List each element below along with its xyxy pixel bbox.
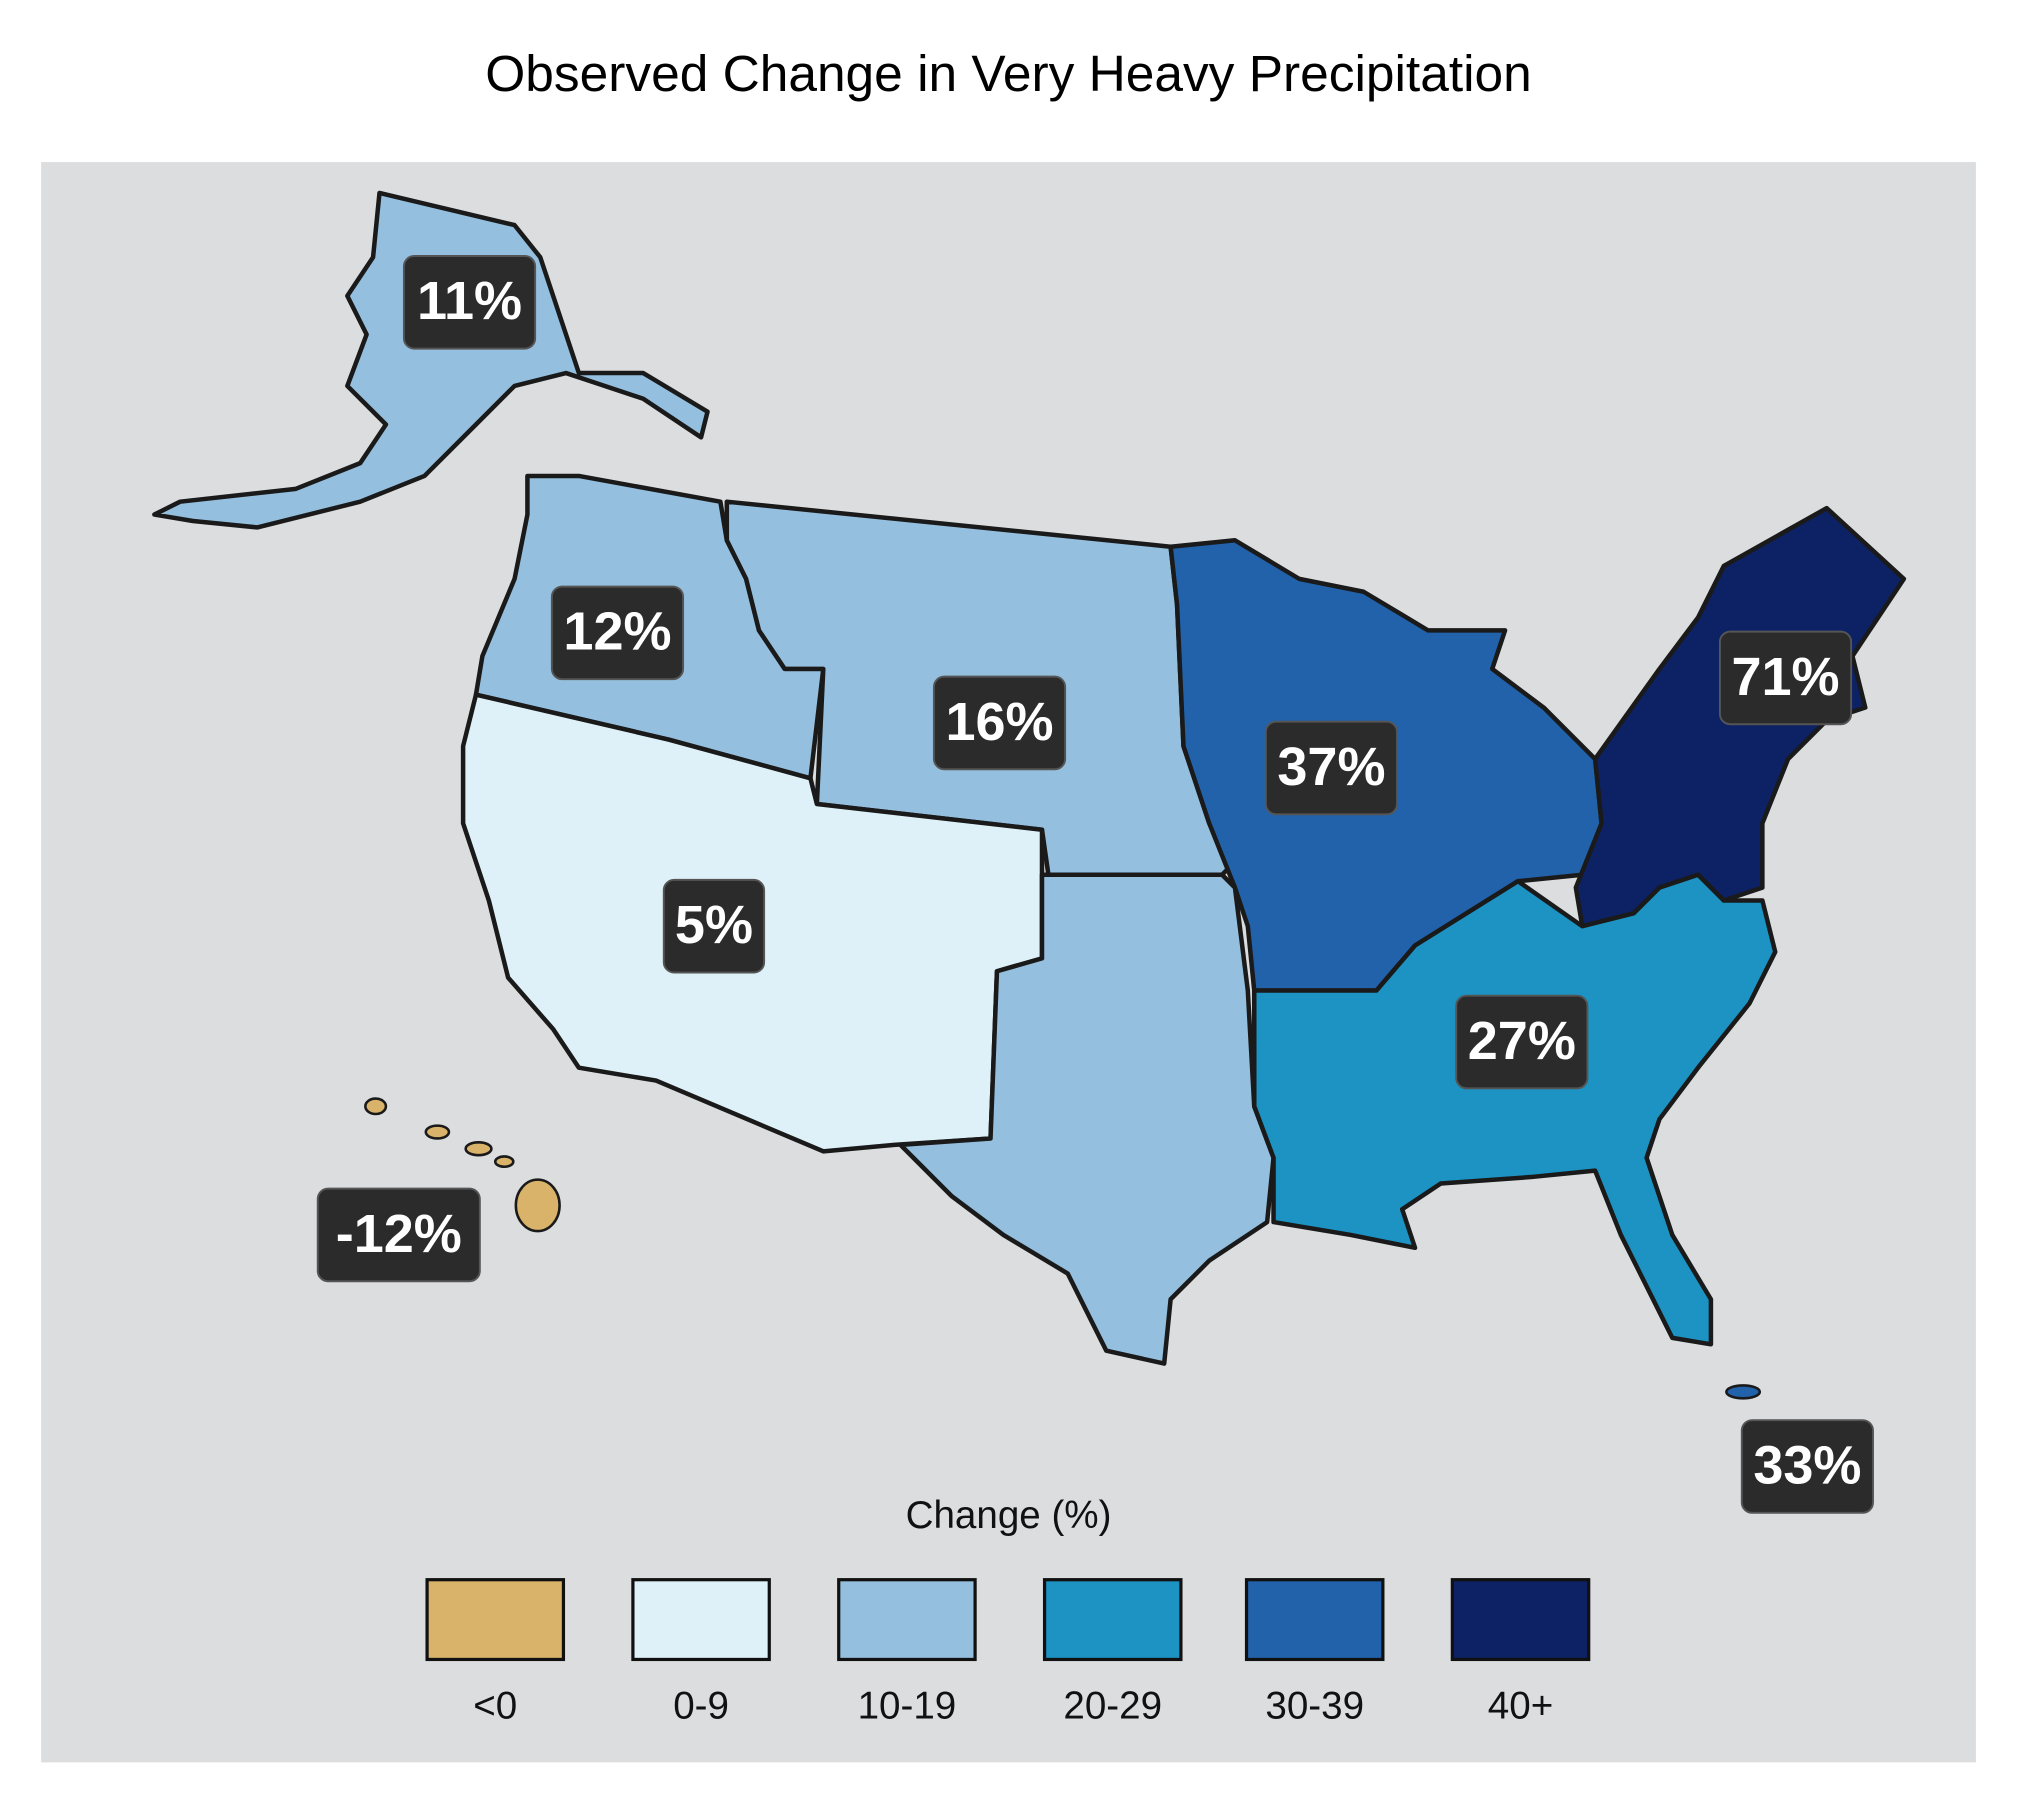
southeast (1251, 872, 1778, 1347)
region-label: 27% (1468, 1011, 1576, 1071)
hawaii (364, 1097, 561, 1233)
legend-label: 20-29 (1063, 1685, 1162, 1728)
label-box (1264, 720, 1398, 816)
label-box (316, 1187, 481, 1283)
region-labels: 11% 12% 16% 5% 37% 71% 27% -12% 33% (316, 255, 1874, 1514)
label-box (1455, 994, 1589, 1090)
legend-label: 30-39 (1265, 1685, 1364, 1728)
legend-title: Change (%) (906, 1494, 1112, 1537)
title: Observed Change in Very Heavy Precipitat… (485, 44, 1531, 102)
legend: <0 0-9 10-19 20-29 30-39 40+ (425, 1578, 1591, 1728)
puerto-rico (1725, 1384, 1762, 1400)
region-label: 33% (1753, 1435, 1861, 1495)
southern-great-plains (898, 872, 1276, 1366)
region-label: 11% (417, 271, 522, 331)
label-box (550, 585, 685, 681)
label-box (662, 878, 766, 974)
legend-label: <0 (473, 1685, 517, 1728)
legend-swatch (1042, 1578, 1183, 1662)
region-label: -12% (336, 1204, 462, 1264)
label-box (932, 675, 1067, 771)
legend-swatch (837, 1578, 977, 1662)
label-box (1718, 630, 1853, 726)
region-label: 16% (945, 692, 1053, 752)
legend-label: 10-19 (858, 1685, 957, 1728)
label-box (402, 255, 537, 350)
legend-swatch (1244, 1578, 1385, 1662)
legend-swatch (425, 1578, 566, 1662)
legend-swatch (1450, 1578, 1591, 1662)
legend-swatch (631, 1578, 771, 1662)
region-label: 37% (1277, 737, 1385, 797)
legend-label: 40+ (1488, 1685, 1553, 1728)
alaska (152, 190, 710, 530)
legend-label: 0-9 (673, 1685, 729, 1728)
label-box (1740, 1419, 1874, 1514)
region-label: 12% (563, 602, 671, 662)
region-label: 71% (1731, 647, 1839, 707)
region-label: 5% (675, 895, 753, 955)
